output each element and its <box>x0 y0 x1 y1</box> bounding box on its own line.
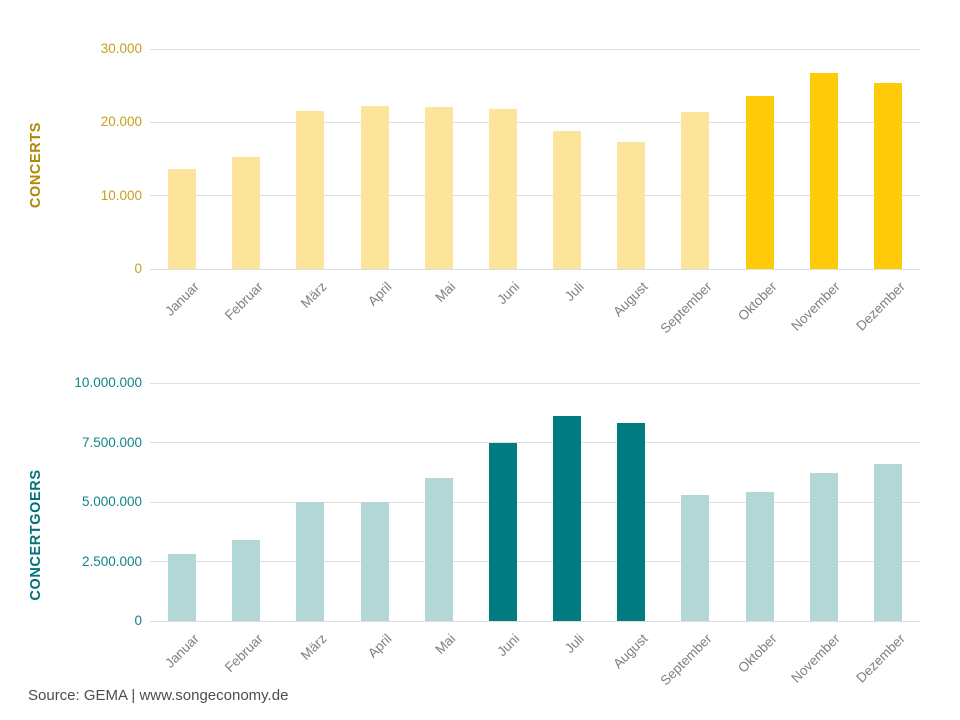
concerts-axis-title: CONCERTS <box>28 121 44 209</box>
y-tick-label: 30.000 <box>100 41 142 56</box>
category-slot: Dezember <box>853 383 920 686</box>
category-slot: März <box>278 383 342 663</box>
x-label-september: September <box>657 631 716 689</box>
x-label-oktober: Oktober <box>734 631 780 676</box>
x-label-februar: Februar <box>221 631 266 676</box>
bar-juli <box>553 131 582 269</box>
bar-februar <box>232 540 261 621</box>
bar-märz <box>296 110 325 269</box>
y-tick-label: 10.000.000 <box>74 375 142 390</box>
category-slot: September <box>658 49 727 336</box>
x-label-märz: März <box>298 279 331 311</box>
x-label-juni: Juni <box>494 279 523 308</box>
gridline <box>150 561 920 562</box>
x-label-juli: Juli <box>561 279 587 304</box>
bar-mai <box>424 478 453 621</box>
category-slot: Juni <box>471 49 535 307</box>
category-slot: Februar <box>214 49 278 323</box>
x-label-oktober: Oktober <box>734 279 780 324</box>
category-slot: November <box>789 383 856 686</box>
gridline <box>150 620 920 622</box>
bar-dezember <box>873 83 902 269</box>
bar-oktober <box>745 95 774 269</box>
y-tick-label: 0 <box>134 261 142 276</box>
bar-august <box>617 423 646 621</box>
category-slot: Oktober <box>728 383 792 676</box>
gridline <box>150 195 920 197</box>
category-slot: April <box>343 383 407 661</box>
x-label-januar: Januar <box>161 631 202 671</box>
bar-april <box>360 106 389 269</box>
source-caption: Source: GEMA | www.songeconomy.de <box>28 687 289 704</box>
category-slot: Januar <box>150 49 214 319</box>
bar-januar <box>168 169 197 269</box>
category-slot: Dezember <box>853 49 920 334</box>
bar-september <box>681 494 710 621</box>
bar-september <box>681 112 710 269</box>
x-label-märz: März <box>298 631 331 663</box>
x-label-august: August <box>610 279 651 320</box>
bar-februar <box>232 156 261 269</box>
bar-oktober <box>745 492 774 621</box>
x-label-september: September <box>657 279 716 337</box>
concerts-plot-area: 0 10.000 20.000 30.000 Januar Februar März Apri… <box>101 41 920 336</box>
gridline <box>150 382 920 384</box>
category-slot: Juli <box>535 383 599 656</box>
bar-juli <box>553 416 582 621</box>
x-label-mai: Mai <box>432 631 459 657</box>
x-label-dezember: Dezember <box>852 631 908 686</box>
gridline <box>150 501 920 503</box>
bar-november <box>809 73 838 269</box>
x-label-dezember: Dezember <box>852 279 908 334</box>
gridline <box>150 121 920 123</box>
bar-mai <box>424 106 453 269</box>
bar-dezember <box>873 463 902 621</box>
y-tick-label: 10.000 <box>100 187 142 203</box>
category-slot: November <box>789 49 856 334</box>
x-label-november: November <box>788 279 844 334</box>
concertgoers-axis-title: CONCERTGOERS <box>28 469 44 601</box>
x-label-januar: Januar <box>161 279 202 319</box>
bar-januar <box>168 554 197 621</box>
category-slot: April <box>343 49 407 309</box>
bar-märz <box>296 502 325 621</box>
category-slot: Mai <box>407 383 471 657</box>
x-label-november: November <box>788 631 844 686</box>
category-slot: Januar <box>150 383 214 671</box>
y-tick-label: 7.500.000 <box>81 434 142 450</box>
x-label-april: April <box>364 631 395 661</box>
category-slot: Februar <box>214 383 278 675</box>
y-tick-label: 0 <box>134 613 142 628</box>
concertgoers-plot-area: 0 2.500.000 5.000.000 7.500.000 10.000.000 Ja… <box>74 375 920 688</box>
category-slot: Juni <box>471 383 535 659</box>
category-slot: Oktober <box>728 49 792 324</box>
gridline <box>150 442 920 443</box>
y-tick-label: 2.500.000 <box>81 553 142 569</box>
x-label-mai: Mai <box>432 279 459 305</box>
category-slot: Juli <box>535 49 599 304</box>
y-tick-label: 5.000.000 <box>81 494 142 509</box>
x-label-april: April <box>364 279 395 309</box>
bar-april <box>360 502 389 621</box>
x-label-februar: Februar <box>221 279 266 324</box>
bar-august <box>617 142 646 269</box>
category-slot: August <box>599 49 663 319</box>
gridline <box>150 48 920 50</box>
bar-juni <box>488 109 517 269</box>
x-label-august: August <box>610 631 651 672</box>
category-slot: September <box>658 383 727 688</box>
category-slot: Mai <box>407 49 471 305</box>
x-label-juni: Juni <box>494 631 523 660</box>
category-slot: März <box>278 49 342 311</box>
x-label-juli: Juli <box>561 631 587 656</box>
y-tick-label: 20.000 <box>100 114 142 130</box>
category-slot: August <box>599 383 663 671</box>
bar-november <box>809 473 838 621</box>
gridline <box>150 268 920 270</box>
bar-juni <box>488 442 517 621</box>
